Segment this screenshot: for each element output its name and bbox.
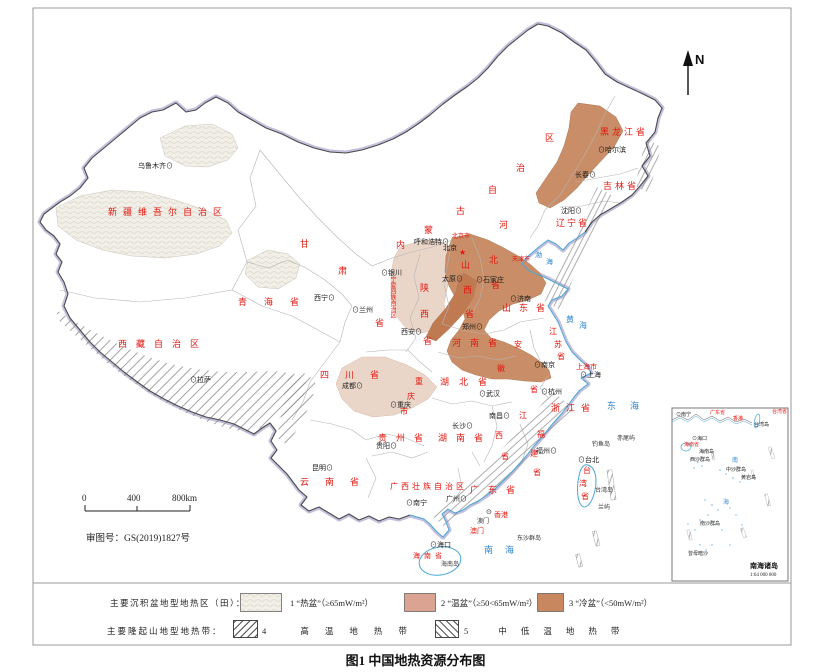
himalaya-high-temp-belt bbox=[56, 310, 308, 432]
scale-tick-0: 0 bbox=[82, 493, 87, 503]
basins-warm bbox=[335, 238, 453, 418]
inset-south-china-sea bbox=[671, 407, 789, 582]
ne-jilin-belt bbox=[635, 138, 661, 193]
tarim-basin bbox=[55, 189, 233, 259]
legend-item-high-temp-belt: 4 高温地热带 bbox=[262, 626, 423, 636]
legend-item-warm-basin: 2 “温盆”（≥50<65mW/m²） bbox=[441, 598, 538, 608]
hainan-island bbox=[418, 546, 462, 576]
sichuan-basin bbox=[335, 356, 438, 418]
map-approval-number: 审图号：GS(2019)1827号 bbox=[86, 534, 190, 544]
inset-hainan bbox=[680, 442, 692, 452]
songliao-basin bbox=[535, 102, 624, 209]
north-label: N bbox=[695, 52, 705, 67]
legend-row2-label: 主要隆起山地型地热带： bbox=[107, 626, 223, 636]
basins-hot bbox=[55, 123, 301, 290]
tanlu-belt bbox=[545, 187, 613, 310]
figure-caption: 图1 中国地热资源分布图 bbox=[345, 653, 486, 668]
offshore-belt-bar bbox=[592, 530, 601, 547]
scale-tick-800: 800km bbox=[172, 493, 198, 503]
coastline bbox=[409, 231, 592, 538]
west-yunnan-belt bbox=[277, 373, 316, 444]
offshore-belt-bar bbox=[575, 553, 583, 568]
scale-bar bbox=[84, 505, 191, 512]
national-boundary-line bbox=[39, 23, 663, 522]
taiwan-island bbox=[577, 464, 597, 508]
legend-swatch-warm-basin bbox=[404, 593, 436, 612]
legend-item-cold-basin: 3 “冷盆”（<50mW/m²） bbox=[569, 598, 653, 608]
fenwei-basin bbox=[425, 272, 478, 342]
inset-coastline bbox=[671, 413, 753, 424]
legend-swatch-cold-basin bbox=[537, 593, 564, 612]
islands bbox=[418, 464, 597, 576]
figure-frame bbox=[32, 7, 792, 646]
junggar-basin bbox=[159, 123, 239, 168]
north-arrow bbox=[683, 50, 693, 95]
legend-swatch-high-temp-belt bbox=[233, 620, 258, 638]
se-coastal-belt bbox=[430, 391, 573, 528]
legend-item-hot-basin: 1 “热盆”（≥65mW/m²） bbox=[290, 598, 373, 608]
legend-row1-label: 主要沉积盆地型地热区（田）： bbox=[110, 598, 246, 608]
legend: 主要沉积盆地型地热区（田）： 1 “热盆”（≥65mW/m²） 2 “温盆”（≥… bbox=[0, 583, 831, 645]
legend-swatch-hot-basin bbox=[240, 593, 282, 612]
north-china-basin bbox=[444, 233, 552, 383]
inset-coast-blue bbox=[671, 415, 753, 426]
qaidam-basin bbox=[244, 249, 301, 290]
scale-tick-400: 400 bbox=[127, 493, 141, 503]
inset-island-dots bbox=[687, 461, 743, 551]
inset-belt-bars bbox=[686, 446, 776, 541]
basins-cold bbox=[425, 102, 624, 383]
offshore-belt-bar bbox=[606, 469, 617, 501]
belts bbox=[56, 138, 661, 568]
inset-taiwan bbox=[753, 413, 761, 429]
legend-swatch-midlow-temp-belt bbox=[435, 620, 459, 638]
legend-item-midlow-temp-belt: 5 中低温地热带 bbox=[464, 626, 634, 636]
